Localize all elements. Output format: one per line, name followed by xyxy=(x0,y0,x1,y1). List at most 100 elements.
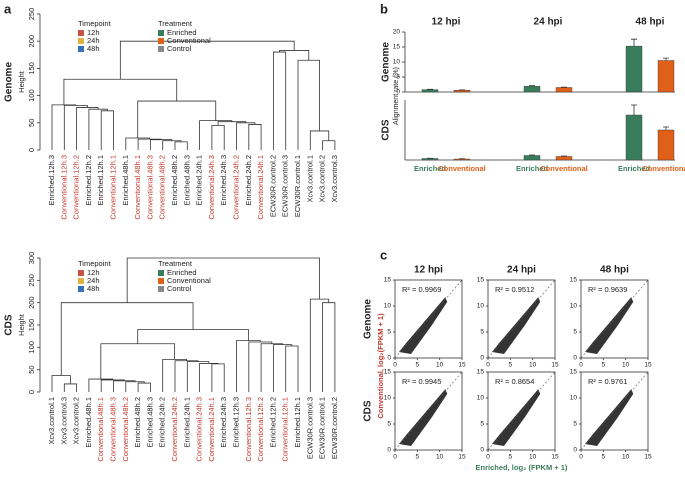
x-axis-label: Enriched, log₂ (FPKM + 1) xyxy=(476,463,568,472)
x-tick-label: 15 xyxy=(551,454,559,461)
plot-frame xyxy=(487,279,556,359)
y-tick-label: 0 xyxy=(27,390,36,394)
dendrogram-link xyxy=(309,298,330,392)
leaf-label: Enriched.12h.2 xyxy=(84,155,93,205)
leaf-label: ECW30R.control.1 xyxy=(293,155,302,217)
y-axis-label: Alignment rate (%) xyxy=(393,67,400,125)
legend-label: 24h xyxy=(87,36,100,45)
dendrogram-link xyxy=(285,345,299,392)
series-label: Conventional xyxy=(642,164,685,173)
dendrogram-link xyxy=(63,104,88,150)
identity-line xyxy=(487,279,556,359)
y-tick-label: 5 xyxy=(573,329,577,336)
x-tick-label: 5 xyxy=(509,454,513,461)
bar xyxy=(657,129,675,161)
dendrogram-link xyxy=(100,110,114,150)
identity-line xyxy=(580,371,649,451)
leaf-label: Xcv3.control.1 xyxy=(47,397,56,445)
x-tick-label: 0 xyxy=(486,362,490,369)
dendrogram-link xyxy=(186,361,210,392)
row-label: Genome xyxy=(4,62,15,102)
y-tick-label: 5 xyxy=(396,74,400,81)
panel-letter: b xyxy=(380,1,388,16)
x-tick-label: 5 xyxy=(602,454,606,461)
dendrogram-link xyxy=(174,141,188,150)
x-tick-label: 10 xyxy=(622,454,630,461)
y-tick-label: 250 xyxy=(27,274,36,287)
dendrogram-link xyxy=(211,125,225,150)
leaf-label: Enriched.24h.2 xyxy=(244,155,253,205)
legend-label: Control xyxy=(167,284,192,293)
dendrogram-link xyxy=(76,107,99,150)
y-tick-label: 0 xyxy=(396,89,400,96)
error-bar xyxy=(631,104,637,115)
dendrogram-link xyxy=(137,100,217,139)
dendrogram-link xyxy=(126,257,320,303)
y-tick-label: 10 xyxy=(570,303,578,310)
dendrogram-link xyxy=(273,344,293,392)
dendrogram-link xyxy=(137,329,249,344)
leaf-label: Enriched.48h.1 xyxy=(84,397,93,447)
annotation: R² = 0.9969 xyxy=(402,285,441,294)
bar xyxy=(421,89,439,93)
dendrogram-link xyxy=(137,382,151,392)
bar xyxy=(657,60,675,93)
y-tick-label: 20 xyxy=(393,29,401,36)
bar xyxy=(625,45,643,93)
legend-swatch xyxy=(78,30,84,36)
y-tick-label: 10 xyxy=(570,395,578,402)
x-tick-label: 10 xyxy=(622,362,630,369)
y-tick-label: 10 xyxy=(393,59,401,66)
legend-swatch xyxy=(158,270,164,276)
leaf-label: Conventional.12h.3 xyxy=(244,397,253,462)
leaf-label: Conventional.24h.3 xyxy=(207,155,216,220)
error-bar xyxy=(529,154,535,156)
legend-swatch xyxy=(158,30,164,36)
dendrogram-link xyxy=(125,381,145,392)
y-tick-label: 200 xyxy=(27,35,36,48)
error-bar xyxy=(663,126,669,130)
dendrogram-link xyxy=(137,138,162,150)
series-label: Conventional xyxy=(438,164,486,173)
y-tick-label: 5 xyxy=(480,329,484,336)
y-tick-label: 50 xyxy=(27,119,36,127)
annotation: R² = 0.9639 xyxy=(588,285,627,294)
y-tick-label: 15 xyxy=(384,369,392,376)
legend-label: Enriched xyxy=(167,268,197,277)
legend-swatch xyxy=(158,286,164,292)
y-tick-label: 0 xyxy=(480,355,484,362)
y-tick-label: 100 xyxy=(27,341,36,354)
leaf-label: Xcv3.control.2 xyxy=(318,155,327,203)
dendrogram-link xyxy=(260,343,284,392)
column-title: 48 hpi xyxy=(636,17,665,28)
leaf-label: Enriched.48h.2 xyxy=(133,397,142,447)
x-tick-label: 10 xyxy=(529,454,537,461)
dendrogram-link xyxy=(100,343,176,380)
x-tick-label: 15 xyxy=(644,454,652,461)
x-tick-label: 5 xyxy=(416,454,420,461)
column-title: 24 hpi xyxy=(507,265,536,276)
leaf-label: Conventional.48h.1 xyxy=(96,397,105,462)
row-label: Genome xyxy=(363,299,374,339)
x-tick-label: 0 xyxy=(579,454,583,461)
legend-swatch xyxy=(158,46,164,52)
dendrogram-link xyxy=(236,122,256,150)
leaf-label: Conventional.24h.2 xyxy=(170,397,179,462)
y-tick-label: 15 xyxy=(570,277,578,284)
column-title: 12 hpi xyxy=(414,265,443,276)
y-tick-label: 0 xyxy=(27,148,36,152)
bar xyxy=(453,89,471,93)
annotation: R² = 0.9945 xyxy=(402,377,441,386)
leaf-label: Enriched.48h.3 xyxy=(182,155,191,205)
leaf-label: Conventional.48h.3 xyxy=(145,155,154,220)
leaf-label: ECW30R.control.3 xyxy=(281,155,290,217)
row-label: CDS xyxy=(4,314,15,335)
leaf-label: Enriched.12h.1 xyxy=(293,397,302,447)
y-tick-label: 15 xyxy=(477,369,485,376)
identity-line xyxy=(394,279,463,359)
y-tick-label: 5 xyxy=(573,421,577,428)
row-label: CDS xyxy=(381,119,392,140)
legend-title: Timepoint xyxy=(78,259,112,268)
dendrogram-link xyxy=(322,302,336,392)
bar xyxy=(555,87,573,93)
